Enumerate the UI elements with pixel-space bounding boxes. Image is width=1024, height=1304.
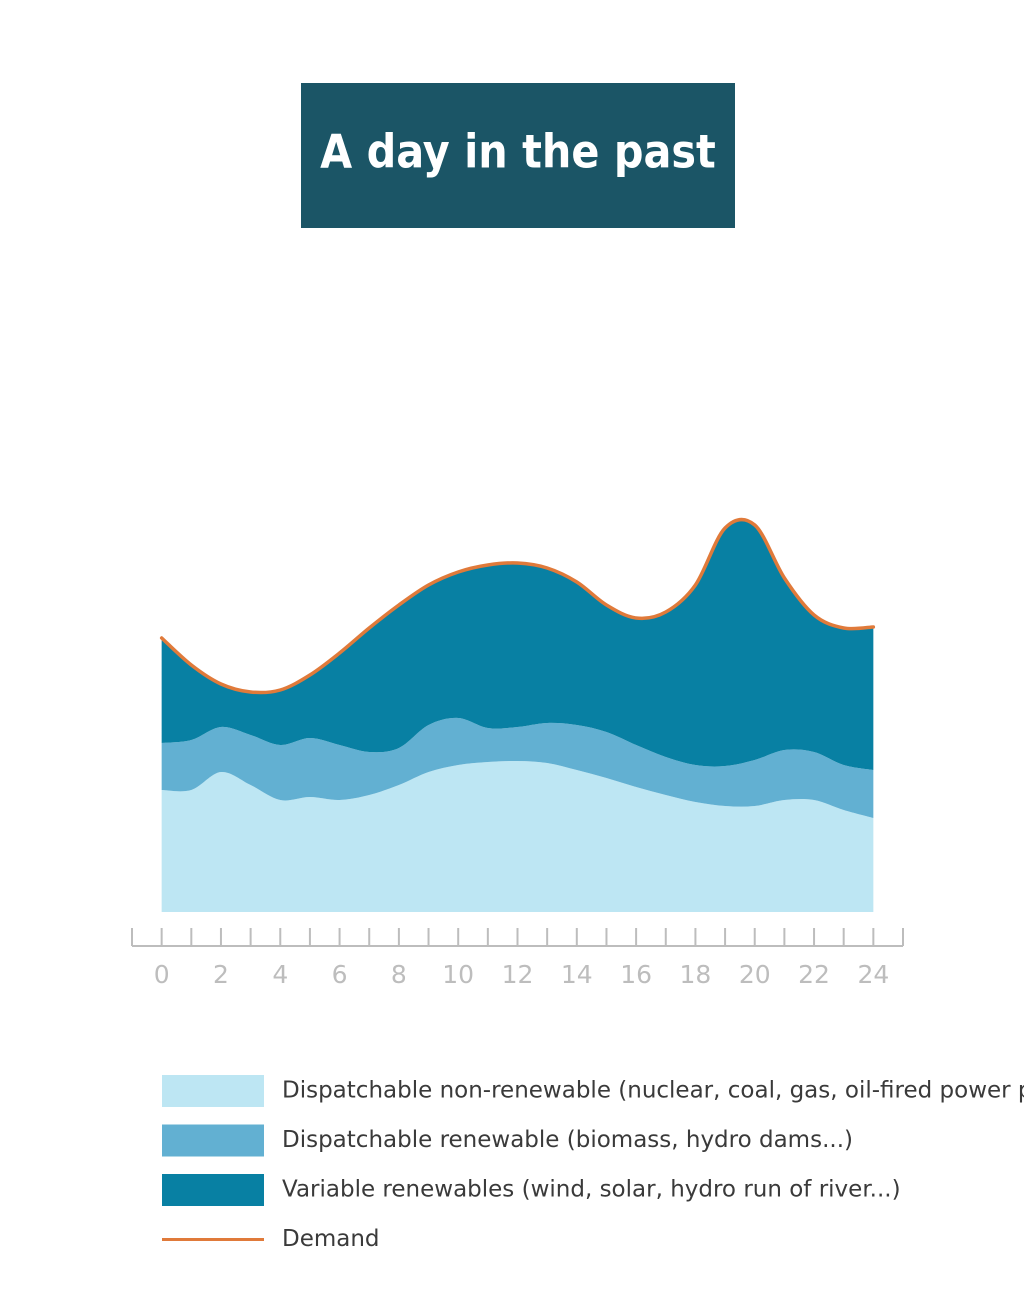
area (161, 760, 874, 912)
chart-title: A day in the past (320, 125, 716, 179)
demand-line (159, 517, 876, 695)
x-tick-label: 24 (857, 960, 889, 989)
area (161, 519, 874, 770)
x-tick-label: 12 (502, 960, 534, 989)
legend-swatch (162, 1174, 264, 1206)
x-tick-label: 18 (680, 960, 712, 989)
x-tick-label: 20 (739, 960, 771, 989)
x-tick-label: 4 (272, 960, 288, 989)
x-tick-label: 22 (798, 960, 830, 989)
x-tick-label: 16 (620, 960, 652, 989)
title-box (301, 83, 735, 228)
x-tick-label: 8 (391, 960, 407, 989)
x-tick-label: 10 (442, 960, 474, 989)
legend-label: Dispatchable renewable (biomass, hydro d… (282, 1127, 853, 1153)
legend-swatch (162, 1124, 264, 1157)
legend-label: Dispatchable non-renewable (nuclear, coa… (282, 1078, 1024, 1104)
x-tick-label: 0 (154, 960, 170, 989)
area (161, 717, 874, 818)
legend-label: Variable renewables (wind, solar, hydro … (282, 1177, 901, 1203)
x-tick-label: 14 (561, 960, 593, 989)
legend-swatch (162, 1075, 264, 1107)
legend-label: Demand (282, 1226, 380, 1252)
x-tick-label: 6 (332, 960, 348, 989)
x-tick-label: 2 (213, 960, 229, 989)
